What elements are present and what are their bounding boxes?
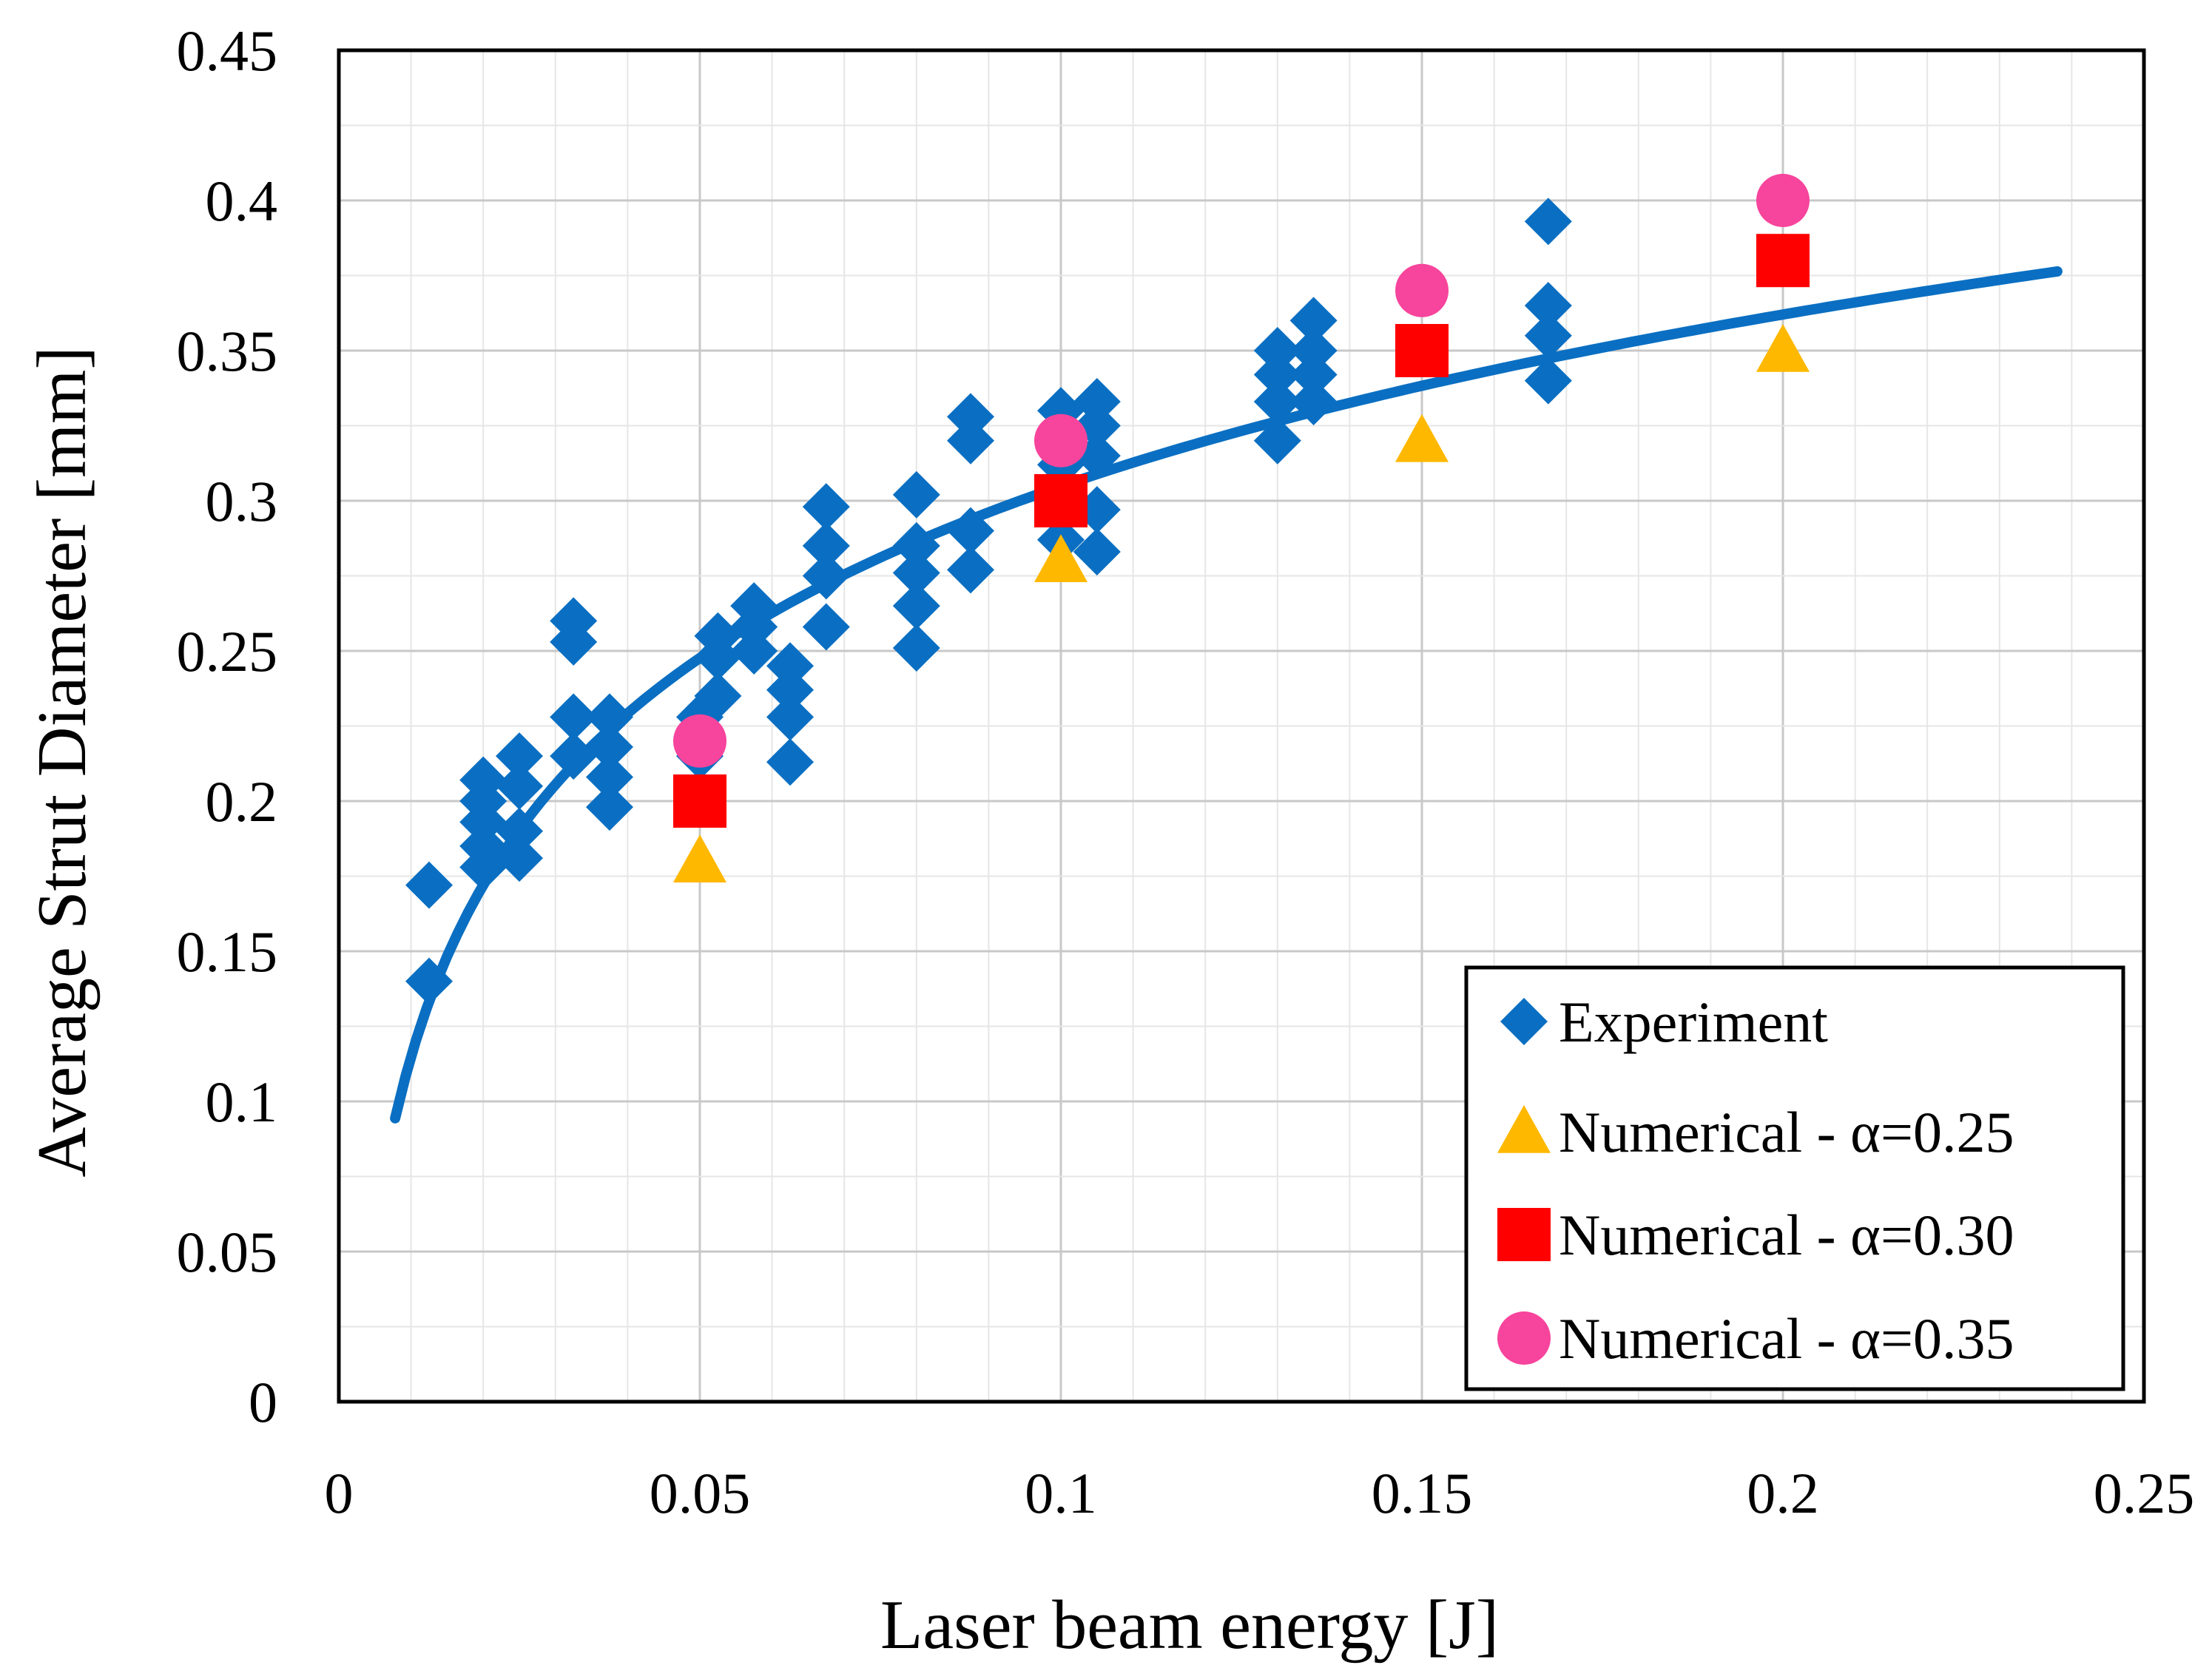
diamond-point — [1524, 197, 1572, 246]
diamond-point — [1253, 327, 1301, 374]
legend-label: Numerical - α=0.35 — [1559, 1306, 2014, 1371]
diamond-point — [1524, 311, 1572, 359]
diamond-point — [766, 738, 814, 786]
trendline — [390, 266, 2063, 1124]
y-tick-label: 0.2 — [206, 769, 278, 834]
diamond-point — [550, 618, 598, 666]
diamond-point — [1073, 528, 1121, 576]
triangle-point — [673, 834, 726, 882]
legend-label: Experiment — [1559, 990, 1828, 1054]
diamond-point — [550, 693, 598, 741]
diamond-point — [1289, 327, 1338, 374]
x-axis-title: Laser beam energy [J] — [880, 1587, 1499, 1664]
diamond-point — [730, 627, 778, 675]
diamond-point — [1253, 378, 1301, 426]
square-point — [1395, 324, 1449, 377]
diamond-point — [947, 546, 994, 594]
diamond-point — [459, 843, 508, 891]
y-tick-label: 0.1 — [206, 1070, 278, 1134]
diamond-point — [694, 633, 742, 681]
y-tick-label: 0.4 — [206, 169, 278, 233]
y-tick-label: 0.25 — [177, 619, 278, 683]
diamond-point — [947, 393, 994, 441]
diamond-point — [1289, 297, 1338, 345]
diamond-point — [802, 483, 850, 531]
diamond-point — [802, 521, 850, 570]
square-point — [1756, 234, 1810, 288]
diamond-point — [496, 834, 543, 882]
y-tick-label: 0.3 — [206, 469, 278, 533]
diamond-point — [1289, 351, 1338, 399]
legend-label: Numerical - α=0.25 — [1559, 1100, 2014, 1164]
diamond-point — [802, 552, 850, 600]
y-tick-label: 0.45 — [177, 18, 278, 83]
triangle-point — [1395, 413, 1449, 462]
diamond-point — [496, 762, 543, 810]
diamond-point — [405, 957, 453, 1005]
legend-square-icon — [1497, 1208, 1551, 1261]
circle-point — [673, 714, 726, 768]
diamond-point — [586, 753, 633, 801]
square-point — [1034, 474, 1088, 527]
diamond-point — [892, 582, 940, 630]
y-axis-title: Average Strut Diameter [mm] — [24, 346, 101, 1177]
diamond-point — [892, 470, 940, 519]
diamond-point — [405, 861, 453, 909]
triangle-point — [1756, 324, 1810, 372]
diamond-point — [1524, 357, 1572, 405]
circle-point — [1034, 413, 1088, 467]
diamond-point — [496, 732, 543, 780]
diamond-point — [694, 672, 742, 720]
diamond-point — [892, 549, 940, 597]
diamond-point — [947, 416, 994, 465]
diamond-point — [766, 642, 814, 690]
diamond-point — [459, 798, 508, 846]
diamond-point — [1253, 351, 1301, 399]
x-tick-label: 0 — [325, 1461, 354, 1525]
diamond-point — [802, 603, 850, 651]
diamond-point — [586, 693, 633, 741]
diamond-point — [550, 732, 598, 780]
y-axis-ticks: 0 0.05 0.1 0.15 0.2 0.25 0.3 0.35 0.4 0.45 — [177, 18, 278, 1434]
diamond-point — [1289, 378, 1338, 426]
x-tick-label: 0.2 — [1747, 1461, 1819, 1525]
legend-diamond-icon — [1500, 998, 1548, 1045]
diamond-point — [892, 624, 940, 672]
diamond-point — [1073, 378, 1121, 426]
data-points — [405, 174, 1810, 1005]
x-axis-ticks: 0 0.05 0.1 0.15 0.2 0.25 — [325, 1461, 2195, 1525]
diamond-point — [766, 666, 814, 714]
trendline-path — [390, 266, 2063, 1124]
circle-point — [1395, 263, 1449, 317]
y-tick-label: 0.05 — [177, 1220, 278, 1284]
legend-circle-icon — [1497, 1311, 1551, 1365]
legend-box — [1464, 965, 2125, 1391]
x-tick-label: 0.15 — [1372, 1461, 1473, 1525]
diamond-point — [947, 507, 994, 555]
square-point — [673, 774, 726, 828]
x-tick-label: 0.05 — [650, 1461, 751, 1525]
diamond-point — [586, 783, 633, 831]
y-tick-label: 0 — [249, 1370, 277, 1434]
diamond-point — [1524, 282, 1572, 330]
legend-label: Numerical - α=0.30 — [1559, 1203, 2014, 1267]
x-tick-label: 0.25 — [2094, 1461, 2195, 1525]
plot-area-border — [337, 48, 2146, 1404]
y-tick-label: 0.15 — [177, 919, 278, 984]
diamond-point — [496, 807, 543, 855]
diamond-point — [730, 603, 778, 651]
diamond-point — [586, 723, 633, 771]
circle-point — [1756, 174, 1810, 227]
diamond-point — [892, 521, 940, 570]
diamond-point — [1253, 416, 1301, 465]
triangle-point — [1034, 534, 1088, 582]
diamond-point — [766, 693, 814, 741]
y-tick-label: 0.35 — [177, 319, 278, 383]
legend: Experiment Numerical - α=0.25 Numerical - … — [1464, 965, 2125, 1391]
legend-triangle-icon — [1497, 1105, 1551, 1153]
x-tick-label: 0.1 — [1025, 1461, 1097, 1525]
